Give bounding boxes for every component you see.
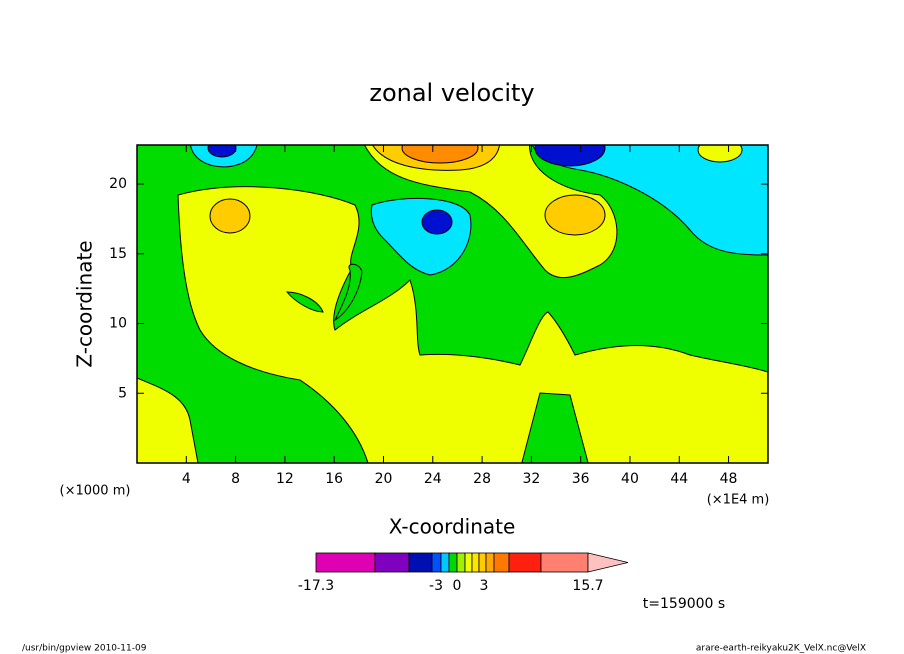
- y-tick-label: 20: [109, 176, 127, 192]
- colorbar-segment: [408, 552, 433, 573]
- colorbar-label: -3: [429, 578, 443, 594]
- colorbar-segment: [540, 552, 589, 573]
- x-unit: (×1E4 m): [707, 493, 770, 508]
- colorbar-segment: [440, 552, 450, 573]
- contour-field: [137, 145, 768, 463]
- x-tick-label: 28: [473, 471, 491, 487]
- colorbar-segment: [374, 552, 410, 573]
- x-tick-label: 12: [276, 471, 294, 487]
- colorbar-label: 15.7: [572, 578, 603, 594]
- x-tick-label: 24: [424, 471, 442, 487]
- x-axis-label: X-coordinate: [389, 515, 516, 539]
- region: [544, 194, 606, 236]
- x-tick-label: 32: [522, 471, 540, 487]
- y-tick-label: 5: [118, 385, 127, 401]
- region: [534, 145, 606, 167]
- region: [697, 145, 743, 163]
- footer: /usr/bin/gpview 2010-11-09: [22, 644, 147, 654]
- x-tick-label: 8: [231, 471, 240, 487]
- y-tick-label: 10: [109, 316, 127, 332]
- colorbar-segment: [456, 552, 466, 573]
- region: [364, 145, 618, 279]
- region: [285, 291, 324, 313]
- y-tick-label: 15: [109, 246, 127, 262]
- colorbar-segment: [431, 552, 442, 573]
- colorbar-segment: [464, 552, 473, 573]
- x-tick-label: 20: [375, 471, 393, 487]
- footer: arare-earth-reikyaku2K_VelX.nc@VelX: [696, 644, 866, 654]
- region: [137, 377, 199, 463]
- colorbar-segment: [508, 552, 542, 573]
- colorbar-segment: [448, 552, 458, 573]
- x-tick-label: 44: [670, 471, 688, 487]
- colorbar-segment: [493, 552, 510, 573]
- colorbar-segment: [471, 552, 480, 573]
- colorbar-segment: [478, 552, 487, 573]
- y-axis-label: Z-coordinate: [73, 240, 97, 367]
- region: [209, 198, 251, 234]
- colorbar-segment: [315, 552, 376, 573]
- x-tick-label: 16: [325, 471, 343, 487]
- region: [207, 145, 237, 158]
- x-tick-label: 40: [621, 471, 639, 487]
- colorbar-segment: [485, 552, 495, 573]
- annotation: t=159000 s: [643, 596, 725, 612]
- plot-frame: [136, 144, 769, 464]
- y-unit: (×1000 m): [60, 484, 131, 499]
- colorbar-label: -17.3: [298, 578, 334, 594]
- colorbar-extend: [587, 552, 629, 573]
- chart-title: zonal velocity: [369, 79, 534, 107]
- region: [401, 145, 479, 164]
- region: [421, 209, 453, 235]
- colorbar-label: 0: [453, 578, 462, 594]
- region: [333, 263, 363, 322]
- x-tick-label: 48: [720, 471, 738, 487]
- x-tick-label: 36: [572, 471, 590, 487]
- colorbar-label: 3: [480, 578, 489, 594]
- x-tick-label: 4: [182, 471, 191, 487]
